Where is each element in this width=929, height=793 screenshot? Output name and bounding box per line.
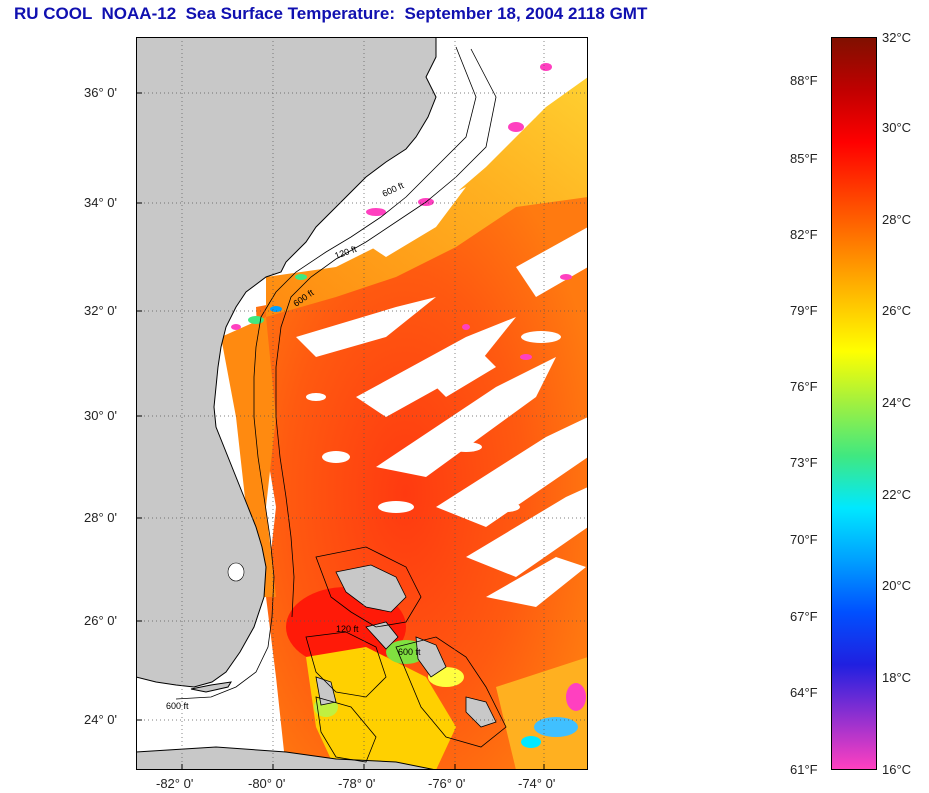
colorbar-f-70: 70°F xyxy=(790,532,818,547)
lon-label-76: -76° 0' xyxy=(428,776,466,791)
colorbar-c-20: 20°C xyxy=(882,578,912,593)
sst-northern-waters xyxy=(266,77,588,317)
sst-shelf-waters xyxy=(221,317,276,597)
colorbar-c-24: 24°C xyxy=(882,395,912,410)
svg-text:120 ft: 120 ft xyxy=(336,624,359,634)
temperature-colorbar xyxy=(831,37,877,770)
colorbar-c-18: 18°C xyxy=(882,670,912,685)
svg-text:600 ft: 600 ft xyxy=(166,701,189,711)
colorbar-f-61: 61°F xyxy=(790,762,818,777)
colorbar-f-82: 82°F xyxy=(790,227,818,242)
colorbar-c-22: 22°C xyxy=(882,487,912,502)
lat-label-30: 30° 0' xyxy=(84,408,117,423)
cuba-coast xyxy=(136,746,437,770)
svg-text:600 ft: 600 ft xyxy=(398,647,421,657)
colorbar-f-76: 76°F xyxy=(790,379,818,394)
depth-contours xyxy=(175,46,507,763)
bahamas-islands xyxy=(315,564,497,728)
florida-keys xyxy=(190,681,232,693)
map-title: RU COOL NOAA-12 Sea Surface Temperature:… xyxy=(14,4,648,23)
colorbar-f-67: 67°F xyxy=(790,609,818,624)
colorbar-f-73: 73°F xyxy=(790,455,818,470)
colorbar-c-30: 30°C xyxy=(882,120,912,135)
lon-label-78: -78° 0' xyxy=(338,776,376,791)
land-mass xyxy=(136,37,437,688)
lat-label-36: 36° 0' xyxy=(84,85,117,100)
cold-speckles xyxy=(366,63,572,360)
colorbar-f-64: 64°F xyxy=(790,685,818,700)
lat-label-24: 24° 0' xyxy=(84,712,117,727)
lat-label-34: 34° 0' xyxy=(84,195,117,210)
lon-label-74: -74° 0' xyxy=(518,776,556,791)
map-frame xyxy=(136,37,588,770)
colorbar-c-26: 26°C xyxy=(882,303,912,318)
colorbar-c-28: 28°C xyxy=(882,212,912,227)
colorbar-c-16: 16°C xyxy=(882,762,912,777)
axis-ticks xyxy=(136,92,545,770)
sst-bank-cool xyxy=(306,647,456,770)
sst-map: 600 ft 120 ft 600 ft 120 ft 600 ft 600 f… xyxy=(136,37,588,770)
lat-label-32: 32° 0' xyxy=(84,303,117,318)
colorbar-f-85: 85°F xyxy=(790,151,818,166)
lon-label-82: -82° 0' xyxy=(156,776,194,791)
lat-label-28: 28° 0' xyxy=(84,510,117,525)
colorbar-f-88: 88°F xyxy=(790,73,818,88)
colorbar-f-79: 79°F xyxy=(790,303,818,318)
lat-label-26: 26° 0' xyxy=(84,613,117,628)
lon-label-80: -80° 0' xyxy=(248,776,286,791)
coastal-specks xyxy=(231,274,307,330)
graticule xyxy=(136,37,588,770)
cloud-cover xyxy=(296,77,588,607)
colorbar-c-32: 32°C xyxy=(882,30,912,45)
